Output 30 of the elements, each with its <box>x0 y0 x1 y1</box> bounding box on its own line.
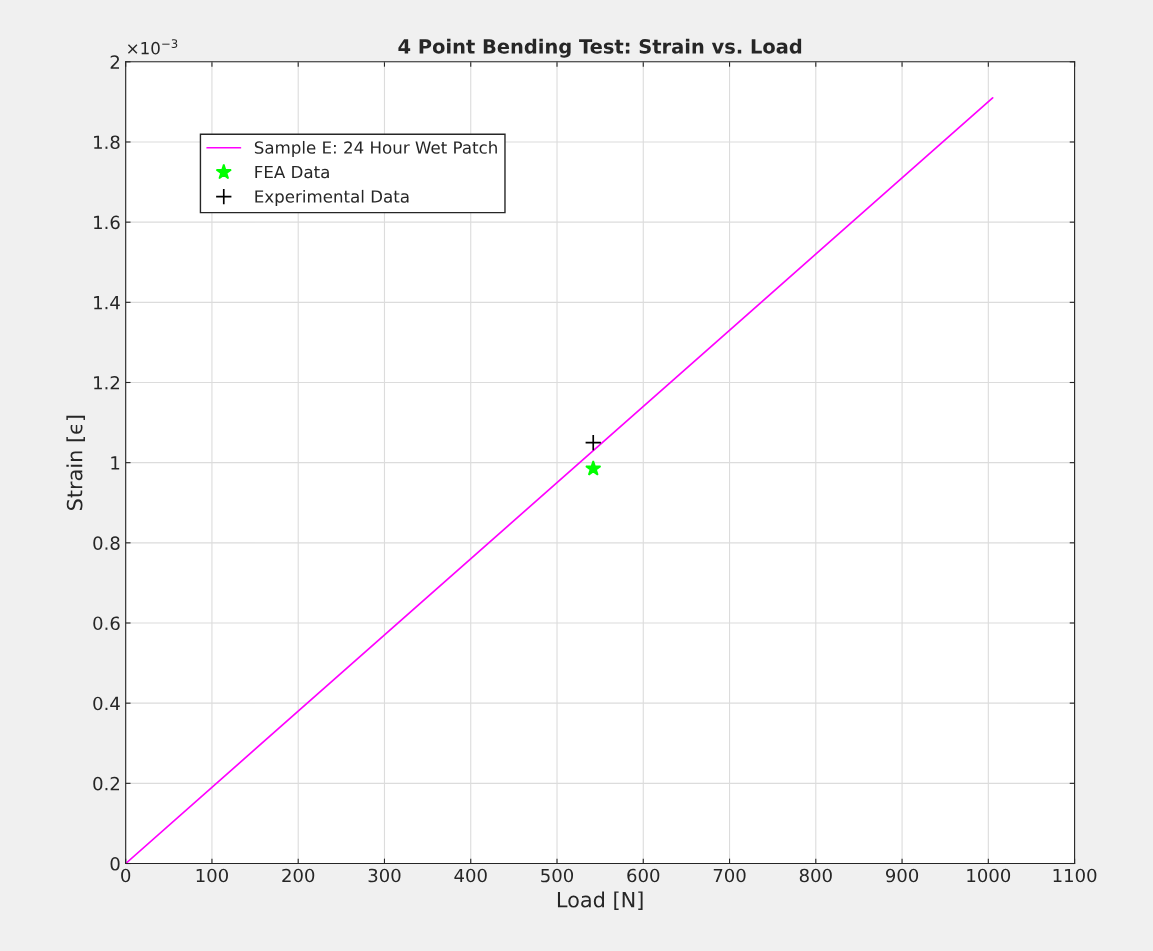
chart-title: 4 Point Bending Test: Strain vs. Load <box>398 38 802 58</box>
legend-label: Sample E: 24 Hour Wet Patch <box>254 140 497 158</box>
y-tick-label: 1.6 <box>94 215 120 230</box>
x-tick-label: 900 <box>885 868 919 883</box>
legend-label: FEA Data <box>255 165 329 179</box>
legend-label: Experimental Data <box>255 189 409 207</box>
text: ×10$^{−3}$ <box>127 39 178 55</box>
y-tick-label: 0 <box>110 856 120 871</box>
y-tick-label: 1 <box>111 456 120 470</box>
x-tick-label: 700 <box>713 868 746 883</box>
y-tick-label: 2 <box>110 55 120 69</box>
x-tick-label: 1100 <box>1053 868 1097 883</box>
x-tick-label: 100 <box>196 868 228 883</box>
x-tick-label: 600 <box>627 868 660 883</box>
x-tick-label: 200 <box>282 868 315 883</box>
y-tick-label: 0.4 <box>93 696 120 711</box>
x-axis-title: Load [N] <box>557 891 643 910</box>
y-tick-label: 0.8 <box>93 536 120 550</box>
y-tick-label: 0.2 <box>93 776 120 791</box>
x-tick-label: 0 <box>121 868 131 883</box>
x-tick-label: 800 <box>799 868 832 883</box>
y-tick-label: 1.2 <box>94 375 120 390</box>
x-tick-label: 400 <box>454 868 487 883</box>
y-tick-label: 1.4 <box>94 296 120 310</box>
x-tick-label: 300 <box>368 868 401 883</box>
y-tick-label: 1.8 <box>94 135 120 150</box>
x-tick-label: 500 <box>541 868 574 883</box>
x-tick-label: 1000 <box>967 868 1011 883</box>
y-axis-title: Strain [ϵ] <box>66 415 85 510</box>
y-tick-label: 0.6 <box>93 616 120 631</box>
